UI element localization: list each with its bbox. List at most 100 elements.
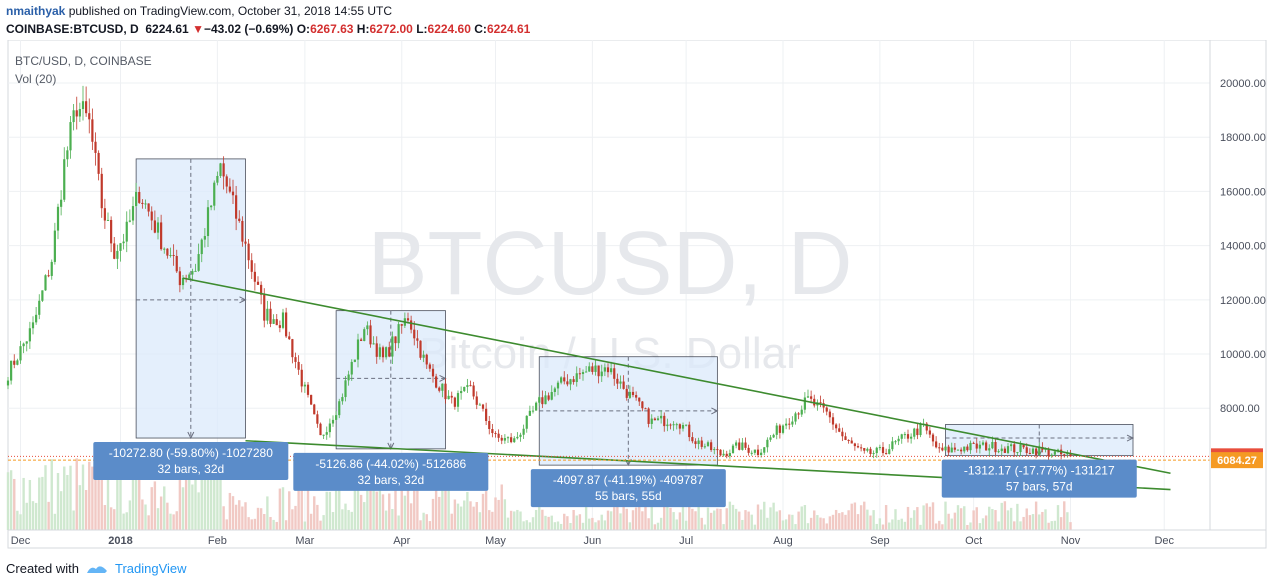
- time-tick-label: Feb: [208, 535, 227, 547]
- measurement-change-text: -5126.86 (-44.02%) -512686: [315, 457, 466, 471]
- volume-bar: [331, 512, 335, 530]
- time-tick-label: May: [485, 535, 506, 547]
- candle-body: [575, 373, 578, 383]
- candle-body: [72, 110, 75, 123]
- volume-bar: [506, 517, 510, 530]
- volume-bar: [603, 520, 607, 530]
- candle-body: [722, 453, 725, 456]
- candle-body: [388, 347, 391, 357]
- candle-body: [291, 339, 294, 358]
- volume-bar: [875, 523, 878, 530]
- candle-body: [688, 424, 691, 438]
- candle-body: [147, 203, 150, 212]
- candle-body: [844, 436, 847, 440]
- volume-bar: [125, 512, 128, 530]
- volume-bar: [869, 515, 872, 530]
- volume-bar: [428, 521, 432, 530]
- volume-bar: [44, 465, 47, 530]
- measurement-label-box: [530, 469, 726, 508]
- volume-bar: [1013, 521, 1016, 530]
- volume-bar: [669, 507, 672, 530]
- volume-bar: [666, 503, 669, 530]
- candle-body: [350, 361, 353, 375]
- candle-body: [97, 152, 100, 174]
- volume-bar: [856, 514, 860, 530]
- time-axis[interactable]: Dec 2018 Feb Mar Apr May Jun Jul Aug Sep Oct Nov Dec: [11, 535, 1175, 547]
- volume-bar: [897, 519, 900, 530]
- volume-bar: [872, 510, 875, 530]
- candle-body: [835, 424, 838, 429]
- candle-body: [531, 410, 535, 412]
- candle-body: [100, 173, 103, 209]
- candle-body: [544, 395, 547, 405]
- symbol-label: COINBASE:BTCUSD, D: [6, 22, 139, 36]
- volume-bar: [809, 517, 813, 530]
- volume-bar: [794, 524, 797, 530]
- candle-body: [200, 239, 203, 255]
- volume-bar: [116, 456, 119, 530]
- volume-bar: [413, 490, 416, 530]
- volume-bar: [319, 520, 322, 530]
- volume-bar: [881, 524, 885, 530]
- author-link[interactable]: nmaithyak: [6, 4, 66, 18]
- candle-body: [181, 277, 185, 286]
- volume-bar: [663, 504, 666, 530]
- volume-bar: [584, 505, 588, 530]
- candle-body: [425, 354, 428, 365]
- candle-body: [541, 397, 544, 405]
- candle-body: [791, 421, 794, 425]
- volume-bar: [931, 502, 935, 530]
- tradingview-logo-icon[interactable]: [85, 562, 109, 576]
- candle-body: [431, 368, 435, 377]
- candle-body: [966, 446, 969, 451]
- candle-body: [991, 441, 994, 449]
- tradingview-brand-link[interactable]: TradingView: [114, 561, 187, 576]
- candle-body: [1044, 448, 1047, 450]
- measurement-box[interactable]: [335, 310, 446, 450]
- candle-body: [135, 191, 138, 207]
- candle-body: [578, 373, 581, 375]
- chart-area[interactable]: BTCUSD, D Bitcoin / U.S. Dollar -10272.8…: [0, 39, 1274, 550]
- candle-body: [681, 425, 685, 429]
- volume-bar: [469, 501, 472, 530]
- volume-indicator-label[interactable]: Vol (20): [15, 72, 56, 86]
- volume-bar: [363, 502, 366, 530]
- candle-body: [775, 425, 778, 435]
- candle-body: [1035, 448, 1038, 456]
- volume-bar: [1044, 509, 1047, 530]
- candle-body: [397, 324, 400, 344]
- upper-trendline[interactable]: [182, 277, 1171, 475]
- price-axis[interactable]: 20000.00 18000.00 16000.00 14000.00 12000.00…: [1220, 78, 1266, 415]
- volume-bar: [163, 486, 166, 530]
- candle-body: [235, 195, 238, 219]
- volume-bar: [266, 496, 269, 530]
- volume-bar: [388, 493, 391, 530]
- volume-bar: [1003, 501, 1007, 530]
- volume-bar: [94, 470, 97, 530]
- candle-body: [269, 308, 272, 324]
- candle-body: [172, 255, 175, 257]
- volume-bar: [1022, 516, 1025, 530]
- candle-body: [141, 202, 144, 204]
- candle-body: [310, 394, 313, 405]
- volume-bar: [325, 491, 328, 530]
- measurement-box[interactable]: [135, 158, 246, 439]
- candle-body: [669, 424, 672, 426]
- candle-body: [1010, 444, 1013, 447]
- volume-bar: [884, 505, 888, 530]
- volume-bar: [356, 487, 360, 530]
- candle-body: [1050, 454, 1053, 457]
- candle-body: [1019, 444, 1022, 453]
- candle-body: [928, 430, 931, 435]
- candle-body: [188, 274, 191, 279]
- candle-body: [19, 346, 22, 361]
- candle-body: [128, 220, 131, 222]
- candle-body: [916, 428, 919, 436]
- candle-body: [28, 328, 31, 342]
- low-value: 6224.60: [427, 22, 471, 36]
- price-chart[interactable]: BTCUSD, D Bitcoin / U.S. Dollar -10272.8…: [0, 39, 1274, 550]
- volume-bar: [228, 492, 232, 530]
- volume-bar: [381, 494, 385, 530]
- candle-body: [435, 376, 438, 388]
- measurement-label-box: [293, 452, 489, 491]
